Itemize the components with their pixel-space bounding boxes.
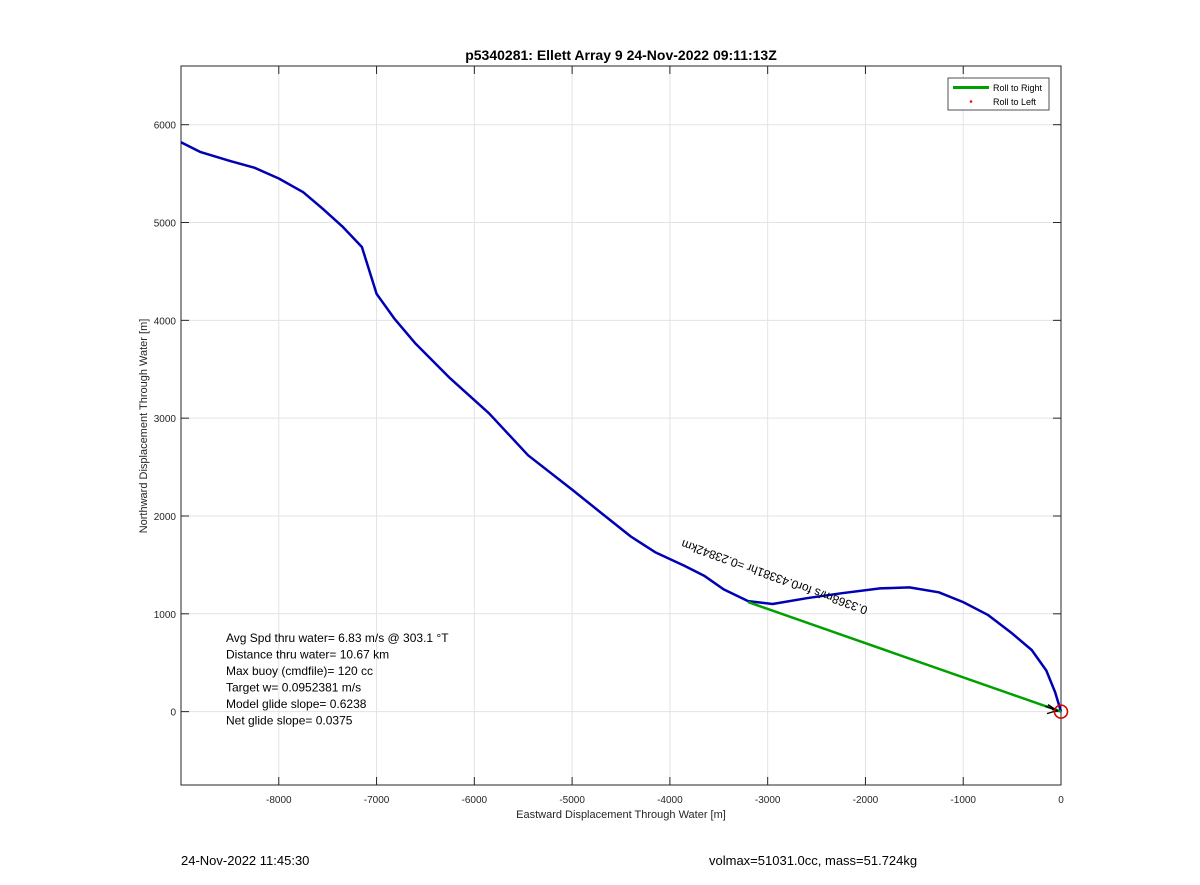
- x-axis-label: Eastward Displacement Through Water [m]: [516, 809, 726, 821]
- footer-timestamp: 24-Nov-2022 11:45:30: [181, 853, 310, 868]
- x-tick-label: 0: [1058, 795, 1064, 806]
- stats-line: Model glide slope= 0.6238: [226, 697, 367, 711]
- stats-line: Distance thru water= 10.67 km: [226, 648, 389, 662]
- y-tick-label: 0: [170, 708, 176, 719]
- legend-swatch-roll-left: [969, 100, 973, 103]
- stats-line: Target w= 0.0952381 m/s: [226, 681, 361, 695]
- end-marker-circle: [1053, 704, 1069, 719]
- y-tick-label: 5000: [154, 219, 177, 230]
- x-tick-label: -5000: [559, 795, 585, 806]
- legend-label-roll-left: Roll to Left: [993, 97, 1037, 107]
- y-tick-label: 6000: [154, 121, 177, 132]
- x-tick-label: -8000: [266, 795, 292, 806]
- stats-line: Avg Spd thru water= 6.83 m/s @ 303.1 °T: [226, 631, 449, 645]
- track-line: [180, 141, 1063, 712]
- y-tick-label: 4000: [154, 316, 177, 327]
- axes-box: [180, 65, 1062, 786]
- stats-annotation: Avg Spd thru water= 6.83 m/s @ 303.1 °T D…: [226, 631, 449, 728]
- stats-line: Net glide slope= 0.0375: [226, 714, 353, 728]
- x-tick-label: -7000: [364, 795, 390, 806]
- tick-layer: -8000 -7000 -6000 -5000 -4000 -3000 -2000 -1000…: [154, 66, 1064, 806]
- legend-box: [947, 77, 1050, 111]
- y-tick-label: 2000: [154, 512, 177, 523]
- stats-line: Max buoy (cmdfile)= 120 cc: [226, 664, 373, 678]
- legend-label-roll-right: Roll to Right: [993, 83, 1043, 93]
- x-tick-label: -3000: [755, 795, 781, 806]
- x-tick-label: -1000: [950, 795, 976, 806]
- y-axis-label: Northward Displacement Through Water [m]: [138, 319, 150, 534]
- series-layer: [180, 141, 1069, 719]
- x-tick-label: -4000: [657, 795, 683, 806]
- chart-title: p5340281: Ellett Array 9 24-Nov-2022 09:…: [465, 47, 777, 63]
- legend: Roll to Right Roll to Left: [947, 77, 1050, 111]
- y-tick-label: 1000: [154, 610, 177, 621]
- x-tick-label: -2000: [853, 795, 879, 806]
- grid-layer: [181, 66, 1062, 785]
- y-tick-label: 3000: [154, 414, 177, 425]
- x-tick-label: -6000: [462, 795, 488, 806]
- net-displacement-line: [747, 600, 1062, 713]
- footer-vol-mass: volmax=51031.0cc, mass=51.724kg: [709, 853, 918, 868]
